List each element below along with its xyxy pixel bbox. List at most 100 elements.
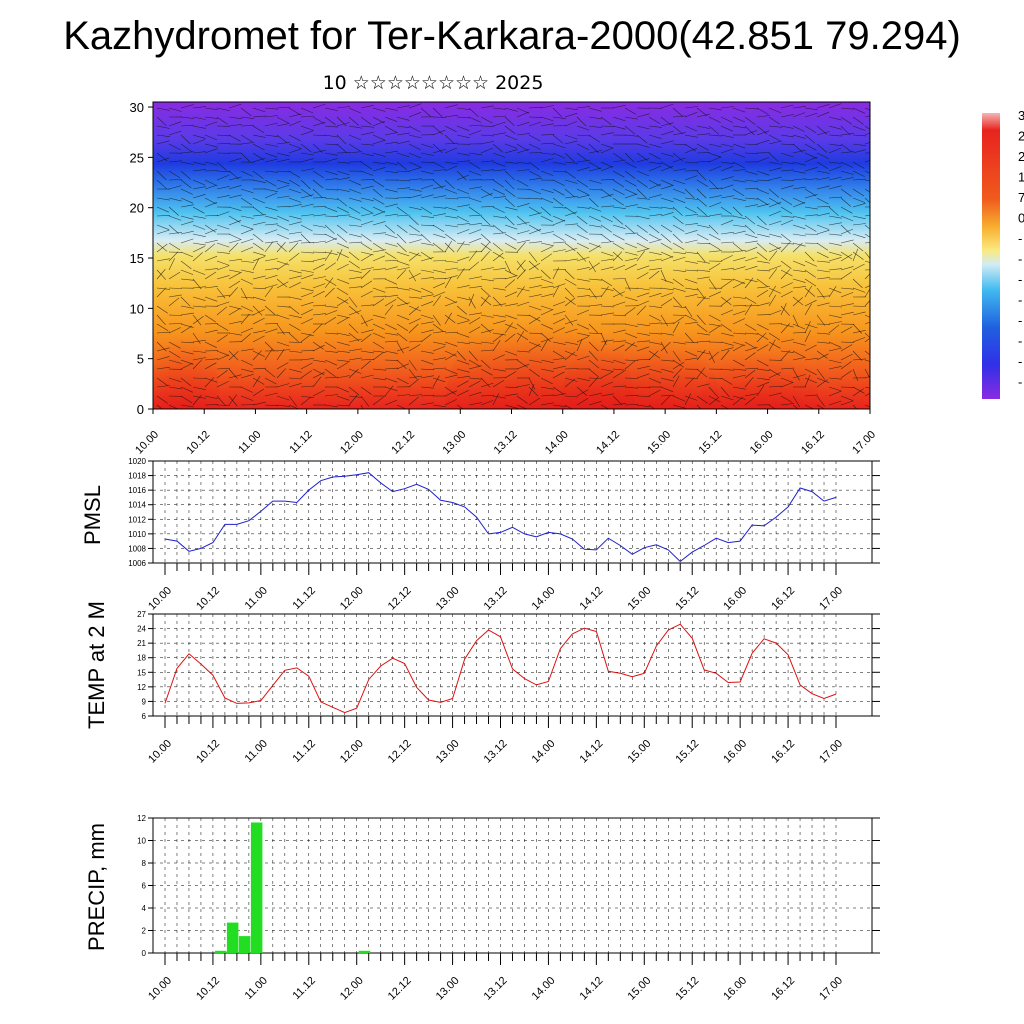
- wind-barb: [480, 251, 490, 262]
- wind-barb: [492, 303, 506, 307]
- wind-barb: [744, 303, 753, 316]
- wind-barb: [192, 215, 206, 219]
- wind-barb: [492, 215, 506, 219]
- wind-barb: [624, 251, 638, 256]
- wind-barb: [696, 170, 707, 181]
- wind-barb: [384, 150, 398, 154]
- wind-barb: [192, 386, 206, 390]
- x-tick-label: 14.12: [594, 429, 622, 457]
- wind-barb: [240, 152, 251, 163]
- wind-barb: [240, 305, 253, 312]
- wind-barb: [180, 170, 191, 180]
- wind-barb: [192, 357, 206, 361]
- wind-barb: [624, 360, 636, 370]
- wind-barb: [648, 377, 662, 384]
- wind-barb: [780, 367, 795, 370]
- wind-barb: [528, 332, 543, 335]
- wind-barb: [660, 314, 669, 327]
- wind-barb: [540, 386, 554, 390]
- y-tick-label: 1012: [128, 515, 146, 524]
- wind-barb: [276, 362, 289, 370]
- wind-barb: [396, 224, 408, 234]
- wind-barb: [504, 291, 518, 298]
- x-tick-label: 13.12: [482, 975, 510, 1003]
- wind-barb: [516, 259, 526, 271]
- wind-barb: [852, 263, 865, 271]
- wind-barb: [540, 269, 551, 280]
- wind-barb: [384, 170, 398, 174]
- wind-barb: [636, 250, 646, 262]
- wind-barb: [384, 332, 398, 336]
- y-tick-label: 21: [137, 639, 146, 648]
- wind-barb: [804, 368, 817, 376]
- wind-barb: [456, 223, 470, 226]
- wind-barb: [612, 159, 626, 163]
- wind-barb: [708, 187, 723, 190]
- x-tick-label: 15.00: [625, 975, 653, 1003]
- wind-barb: [456, 285, 470, 289]
- wind-barb: [636, 265, 650, 271]
- wind-barb: [324, 310, 338, 316]
- wind-barb: [768, 332, 781, 341]
- x-tick-label: 14.00: [543, 429, 571, 457]
- wind-barb: [384, 278, 398, 285]
- x-tick-label: 15.00: [645, 429, 673, 457]
- wind-barb: [864, 314, 870, 318]
- wind-barb: [792, 314, 799, 327]
- wind-barb: [168, 350, 181, 359]
- wind-barb: [672, 179, 686, 185]
- wind-barb: [792, 106, 806, 109]
- wind-barb: [540, 359, 554, 364]
- wind-barb: [828, 390, 842, 397]
- wind-barb: [372, 232, 386, 235]
- wind-barb: [432, 185, 446, 190]
- wind-barb: [360, 318, 374, 325]
- wind-barb: [696, 197, 708, 207]
- wind-barb: [240, 333, 251, 343]
- wind-barb: [756, 302, 770, 307]
- wind-barb: [684, 269, 699, 272]
- wind-barb: [816, 197, 829, 205]
- wind-barb: [840, 344, 853, 352]
- wind-barb: [564, 314, 574, 326]
- wind-barb: [480, 382, 494, 388]
- wind-barb: [468, 170, 482, 176]
- wind-barb: [264, 241, 274, 253]
- wind-barb: [324, 368, 336, 377]
- wind-barb: [504, 242, 517, 250]
- wind-barb: [348, 368, 359, 379]
- wind-barb: [732, 310, 746, 316]
- wind-barb: [192, 377, 207, 379]
- wind-barb: [468, 186, 482, 190]
- wind-barb: [216, 395, 226, 406]
- wind-barb: [684, 143, 696, 152]
- wind-barb: [492, 169, 506, 172]
- wind-barb: [708, 195, 722, 199]
- wind-barb: [648, 224, 660, 234]
- wind-barb: [672, 350, 681, 362]
- x-tick-label: 13.00: [434, 585, 462, 613]
- wind-barb: [864, 368, 870, 380]
- wind-barb: [420, 224, 435, 227]
- wind-barb: [552, 233, 565, 241]
- wind-barb: [552, 404, 566, 407]
- wind-barb: [828, 134, 843, 137]
- wind-barb: [840, 161, 853, 168]
- wind-barb: [456, 390, 469, 397]
- colorbar-label: -: [1018, 354, 1022, 369]
- wind-barb: [192, 314, 202, 326]
- wind-barb: [732, 332, 747, 335]
- wind-barb: [396, 170, 411, 172]
- wind-barb: [732, 257, 746, 262]
- wind-barb: [216, 195, 230, 199]
- wind-barb: [624, 107, 637, 115]
- wind-barb: [612, 329, 626, 334]
- wind-barb: [348, 224, 362, 227]
- wind-barb: [228, 368, 238, 379]
- wind-barb: [408, 152, 422, 159]
- wind-barb: [432, 233, 446, 239]
- wind-barb: [300, 242, 315, 244]
- wind-barb: [600, 258, 614, 262]
- wind-barb: [264, 284, 278, 289]
